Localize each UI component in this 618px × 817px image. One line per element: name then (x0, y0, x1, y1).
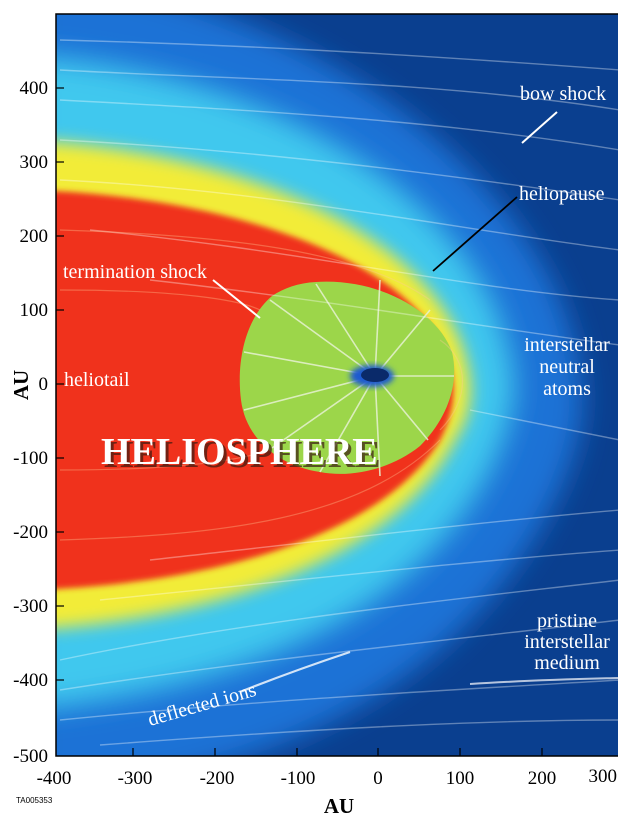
x-tick-label: -300 (118, 768, 153, 789)
sun-core (361, 368, 389, 382)
heliopause-label: heliopause (519, 183, 605, 205)
x-tick-label: 0 (373, 768, 383, 789)
figure-code: TA005353 (16, 796, 53, 805)
y-tick-label: 200 (20, 226, 49, 247)
bow-shock-label: bow shock (520, 83, 606, 105)
pristine-medium-streak (469, 677, 618, 685)
y-tick-label: -500 (13, 746, 48, 767)
x-tick-label: -100 (281, 768, 316, 789)
pristine-medium-line-3: medium (534, 652, 600, 674)
x-tick-label: -400 (37, 768, 72, 789)
interstellar-neutral-atoms-line-3: atoms (543, 378, 591, 400)
heliosphere-label-shadow: HELIOSPHERE (104, 434, 381, 476)
y-tick-label: 0 (39, 374, 49, 395)
x-tick-label: 300 (589, 766, 618, 787)
y-tick-label: 100 (20, 300, 49, 321)
interstellar-neutral-atoms-line-1: interstellar (524, 334, 610, 356)
y-tick-label: -300 (13, 596, 48, 617)
heliosheath-field-lines (59, 229, 463, 541)
y-tick-label: 400 (20, 78, 49, 99)
y-axis-title: AU (9, 370, 33, 400)
heliopause-leader (432, 196, 518, 272)
plot-area: bow shock heliopause termination shock h… (56, 14, 618, 756)
pristine-medium-line-2: interstellar (524, 631, 610, 653)
bow-shock-leader (521, 111, 558, 144)
termination-shock-leader (212, 279, 261, 319)
termination-shock-region (239, 281, 455, 474)
x-tick-label: 200 (528, 768, 557, 789)
y-tick-label: 300 (20, 152, 49, 173)
y-tick-label: -100 (13, 448, 48, 469)
heliosphere-label: HELIOSPHERE (101, 431, 378, 473)
x-tick-label: 100 (446, 768, 475, 789)
plot-frame (55, 13, 618, 757)
x-axis-title: AU (324, 794, 354, 817)
heliotail-label: heliotail (64, 369, 130, 391)
deflected-ions-streak (239, 650, 351, 694)
x-axis (132, 748, 543, 756)
y-tick-label: -400 (13, 670, 48, 691)
interstellar-neutral-atoms-line-2: neutral (539, 356, 595, 378)
y-tick-label: -200 (13, 522, 48, 543)
x-tick-label: -200 (200, 768, 235, 789)
pristine-medium-line-1: pristine (537, 610, 597, 632)
y-axis (56, 87, 64, 681)
termination-shock-label: termination shock (63, 261, 207, 283)
